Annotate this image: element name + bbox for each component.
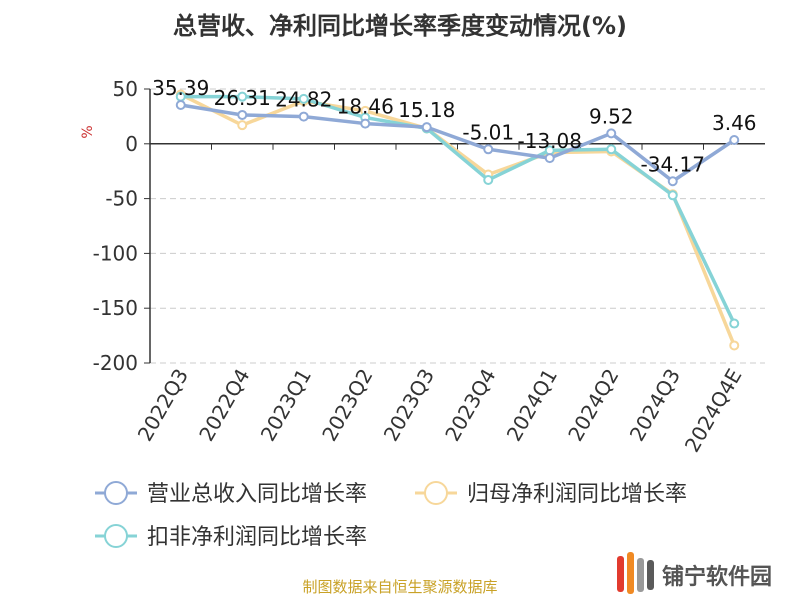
legend-marker — [104, 481, 128, 505]
data-point — [729, 318, 740, 329]
data-point — [298, 111, 309, 122]
data-point — [729, 340, 740, 351]
data-point — [360, 118, 371, 129]
data-point — [421, 122, 432, 133]
logo-bar-2 — [627, 552, 634, 594]
data-label: 15.18 — [398, 98, 455, 122]
data-label: -13.08 — [518, 129, 582, 153]
y-tick-label: 50 — [113, 77, 138, 101]
x-tick-label: 2022Q4 — [194, 365, 254, 446]
data-point — [606, 128, 617, 139]
x-tick-labels: 2022Q3 2022Q4 2023Q1 2023Q2 2023Q3 2023Q4 2024… — [133, 365, 747, 457]
data-point — [237, 109, 248, 120]
data-point — [298, 93, 309, 104]
y-tick-label: -200 — [93, 351, 138, 375]
series-line — [180, 94, 736, 325]
grid — [150, 88, 765, 364]
x-tick-label: 2024Q4E — [680, 365, 747, 457]
x-tick-label: 2022Q3 — [133, 365, 193, 446]
data-point — [544, 153, 555, 164]
data-label: 35.39 — [152, 76, 209, 100]
data-label: 9.52 — [589, 104, 634, 128]
legend-label: 归母净利润同比增长率 — [467, 482, 687, 507]
data-label: 26.31 — [214, 86, 271, 110]
data-label: -34.17 — [641, 152, 705, 176]
data-label: 24.82 — [275, 88, 332, 112]
y-tick-label: -100 — [93, 241, 138, 265]
y-tick-label: 0 — [125, 132, 138, 156]
logo-text: 铺宁软件园 — [662, 564, 772, 590]
data-point — [237, 91, 248, 102]
data-point — [483, 174, 494, 185]
y-tick-label: -150 — [93, 296, 138, 320]
legend-label: 营业总收入同比增长率 — [147, 482, 367, 507]
data-point — [729, 135, 740, 146]
data-label: 3.46 — [712, 111, 757, 135]
x-tick-label: 2023Q3 — [379, 365, 439, 446]
data-point — [606, 144, 617, 155]
data-point — [175, 100, 186, 111]
axes — [144, 88, 765, 364]
x-tick-label: 2024Q2 — [563, 365, 623, 446]
logo-bar-3 — [637, 558, 644, 592]
logo-bar-1 — [617, 556, 624, 592]
series-group — [175, 89, 740, 351]
legend-label: 扣非净利润同比增长率 — [147, 525, 367, 550]
x-tick-label: 2024Q1 — [502, 365, 562, 446]
x-tick-label: 2023Q1 — [256, 365, 316, 446]
legend-marker — [104, 524, 128, 548]
legend-marker — [424, 481, 448, 505]
data-labels: 35.39 26.31 24.82 18.46 15.18 -5.01 -13.08 9.52… — [152, 76, 756, 176]
x-tick-label: 2023Q4 — [440, 365, 500, 446]
series-line — [180, 103, 736, 184]
data-point — [237, 120, 248, 131]
logo: 铺宁软件园 — [617, 552, 772, 594]
data-point — [667, 190, 678, 201]
y-axis-label: % — [80, 125, 96, 138]
x-tick-label: 2024Q3 — [625, 365, 685, 446]
y-tick-label: -50 — [105, 187, 138, 211]
source-note: 制图数据来自恒生聚源数据库 — [302, 578, 497, 596]
y-tick-labels: 50 0 -50 -100 -150 -200 — [93, 77, 138, 375]
x-tick-label: 2023Q2 — [317, 365, 377, 446]
data-label: 18.46 — [337, 95, 394, 119]
data-point — [667, 176, 678, 187]
data-label: -5.01 — [462, 120, 514, 144]
logo-bar-4 — [647, 560, 654, 590]
data-point — [483, 144, 494, 155]
chart-title: 总营收、净利同比增长率季度变动情况(%) — [173, 12, 627, 40]
